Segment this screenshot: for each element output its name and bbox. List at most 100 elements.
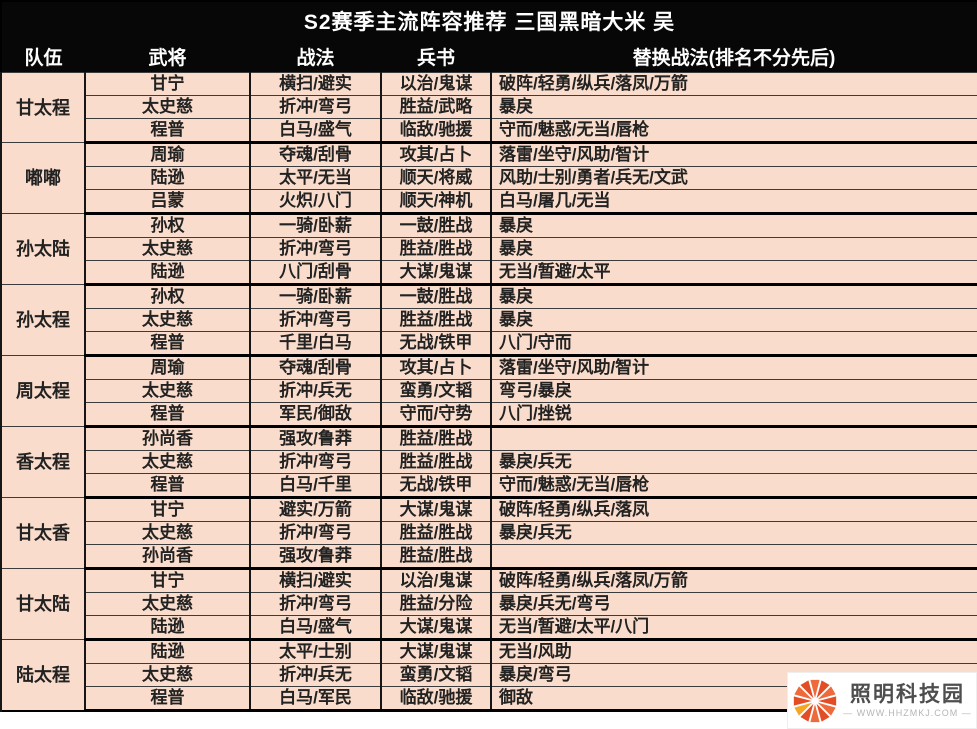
alt-tactics-cell: 风助/士别/勇者/兵无/文武 — [490, 166, 977, 190]
table-row: 程普 千里/白马 无战/铁甲 八门/守而 — [1, 331, 977, 357]
alt-tactics-cell: 无当/风助 — [490, 639, 977, 664]
tactics-cell: 横扫/避实 — [249, 72, 382, 96]
alt-tactics-cell: 暴戾 — [490, 284, 977, 309]
team-cell: 香太程 — [0, 426, 86, 498]
alt-tactics-cell: 白马/屠几/无当 — [490, 189, 977, 215]
book-cell: 蛮勇/文韬 — [380, 379, 492, 403]
alt-tactics-cell: 暴戾 — [490, 308, 977, 332]
alt-tactics-cell: 落雷/坐守/风助/智计 — [490, 355, 977, 380]
table-row: 甘太香 甘宁 避实/万箭 大谋/鬼谋 破阵/轻勇/纵兵/落凤 — [0, 497, 977, 569]
tactics-cell: 一骑/卧薪 — [249, 284, 382, 309]
tactics-cell: 白马/千里 — [249, 473, 382, 499]
book-cell: 临敌/驰援 — [380, 686, 492, 712]
general-cell: 太史慈 — [84, 308, 251, 332]
book-cell: 大谋/鬼谋 — [380, 260, 492, 286]
general-cell: 太史慈 — [84, 663, 251, 687]
watermark-text: 照明科技园 — WWW.HHZMKJ.COM — — [843, 683, 971, 719]
book-cell: 大谋/鬼谋 — [380, 639, 492, 664]
alt-tactics-cell: 八门/守而 — [490, 331, 977, 357]
book-cell: 胜益/胜战 — [380, 426, 492, 451]
table-row: 孙尚香 强攻/鲁莽 胜益/胜战 — [1, 544, 977, 570]
general-cell: 陆逊 — [84, 166, 251, 190]
general-cell: 孙尚香 — [84, 426, 251, 451]
general-cell: 甘宁 — [84, 568, 251, 593]
tactics-cell: 折冲/兵无 — [249, 379, 382, 403]
team-cell: 甘太陆 — [0, 568, 86, 640]
table-row: 陆逊 太平/无当 顺天/将威 风助/士别/勇者/兵无/文武 — [1, 166, 977, 190]
table-row: 嘟嘟 周瑜 夺魂/刮骨 攻其/占卜 落雷/坐守/风助/智计 — [0, 142, 977, 214]
book-cell: 胜益/胜战 — [380, 308, 492, 332]
tactics-cell: 八门/刮骨 — [249, 260, 382, 286]
column-header-alt-tactics: 替换战法(排名不分先后) — [491, 40, 977, 73]
title-row: S2赛季主流阵容推荐 三国黑暗大米 吴 — [1, 1, 977, 40]
tactics-cell: 横扫/避实 — [249, 568, 382, 593]
lineup-table: S2赛季主流阵容推荐 三国黑暗大米 吴 队伍 武将 战法 兵书 替换战法(排名不… — [0, 0, 977, 712]
general-cell: 孙尚香 — [84, 544, 251, 570]
tactics-cell: 折冲/兵无 — [249, 663, 382, 687]
table-row: 太史慈 折冲/弯弓 胜益/胜战 暴戾 — [1, 308, 977, 332]
table-row: 太史慈 折冲/弯弓 胜益/分险 暴戾/兵无/弯弓 — [1, 592, 977, 616]
general-cell: 甘宁 — [84, 497, 251, 522]
tactics-cell: 白马/军民 — [249, 686, 382, 712]
table-row: 太史慈 折冲/兵无 蛮勇/文韬 弯弓/暴戾 — [1, 379, 977, 403]
book-cell: 攻其/占卜 — [380, 142, 492, 167]
general-cell: 太史慈 — [84, 379, 251, 403]
table-row: 太史慈 折冲/弯弓 胜益/武略 暴戾 — [1, 95, 977, 119]
general-cell: 太史慈 — [84, 95, 251, 119]
general-cell: 程普 — [84, 686, 251, 712]
tactics-cell: 折冲/弯弓 — [249, 95, 382, 119]
book-cell: 以治/鬼谋 — [380, 568, 492, 593]
table-row: 太史慈 折冲/弯弓 胜益/胜战 暴戾/兵无 — [1, 450, 977, 474]
team-cell: 陆太程 — [0, 639, 86, 711]
alt-tactics-cell: 落雷/坐守/风助/智计 — [490, 142, 977, 167]
book-cell: 大谋/鬼谋 — [380, 497, 492, 522]
general-cell: 太史慈 — [84, 592, 251, 616]
table-row: 程普 白马/盛气 临敌/驰援 守而/魅惑/无当/唇枪 — [1, 118, 977, 144]
book-cell: 守而/守势 — [380, 402, 492, 428]
general-cell: 周瑜 — [84, 142, 251, 167]
book-cell: 大谋/鬼谋 — [380, 615, 492, 641]
general-cell: 程普 — [84, 118, 251, 144]
alt-tactics-cell: 暴戾 — [490, 237, 977, 261]
watermark-url: — WWW.HHZMKJ.COM — — [843, 707, 972, 718]
alt-tactics-cell: 弯弓/暴戾 — [490, 379, 977, 403]
alt-tactics-cell: 无当/暂避/太平 — [490, 260, 977, 286]
alt-tactics-cell: 暴戾 — [490, 213, 977, 238]
general-cell: 太史慈 — [84, 237, 251, 261]
column-header-books: 兵书 — [381, 40, 491, 73]
team-cell: 甘太程 — [0, 72, 86, 143]
team-cell: 孙太陆 — [0, 213, 86, 285]
general-cell: 太史慈 — [84, 521, 251, 545]
general-cell: 甘宁 — [84, 72, 251, 96]
table-row: 程普 白马/千里 无战/铁甲 守而/魅惑/无当/唇枪 — [1, 473, 977, 499]
book-cell: 胜益/胜战 — [380, 521, 492, 545]
table-row: 太史慈 折冲/弯弓 胜益/胜战 暴戾/兵无 — [1, 521, 977, 545]
table-row: 孙太程 孙权 一骑/卧薪 一鼓/胜战 暴戾 — [0, 284, 977, 356]
watermark: 照明科技园 — WWW.HHZMKJ.COM — — [787, 672, 977, 729]
book-cell: 胜益/分险 — [380, 592, 492, 616]
book-cell: 攻其/占卜 — [380, 355, 492, 380]
table-row: 陆太程 陆逊 太平/士别 大谋/鬼谋 无当/风助 — [0, 639, 977, 711]
column-header-team: 队伍 — [1, 40, 85, 73]
table-row: 甘太程 甘宁 横扫/避实 以治/鬼谋 破阵/轻勇/纵兵/落凤/万箭 — [0, 72, 977, 143]
alt-tactics-cell: 破阵/轻勇/纵兵/落凤/万箭 — [490, 72, 977, 96]
general-cell: 孙权 — [84, 213, 251, 238]
tactics-cell: 夺魂/刮骨 — [249, 142, 382, 167]
column-header-tactics: 战法 — [250, 40, 381, 73]
general-cell: 周瑜 — [84, 355, 251, 380]
general-cell: 陆逊 — [84, 639, 251, 664]
book-cell: 以治/鬼谋 — [380, 72, 492, 96]
book-cell: 胜益/胜战 — [380, 544, 492, 570]
table-row: 香太程 孙尚香 强攻/鲁莽 胜益/胜战 — [0, 426, 977, 498]
tactics-cell: 军民/御敌 — [249, 402, 382, 428]
tactics-cell: 避实/万箭 — [249, 497, 382, 522]
book-cell: 无战/铁甲 — [380, 331, 492, 357]
book-cell: 顺天/将威 — [380, 166, 492, 190]
starburst-icon — [794, 679, 837, 722]
tactics-cell: 白马/盛气 — [249, 118, 382, 144]
alt-tactics-cell: 暴戾 — [490, 95, 977, 119]
book-cell: 无战/铁甲 — [380, 473, 492, 499]
alt-tactics-cell — [490, 544, 977, 570]
alt-tactics-cell: 破阵/轻勇/纵兵/落凤 — [490, 497, 977, 522]
